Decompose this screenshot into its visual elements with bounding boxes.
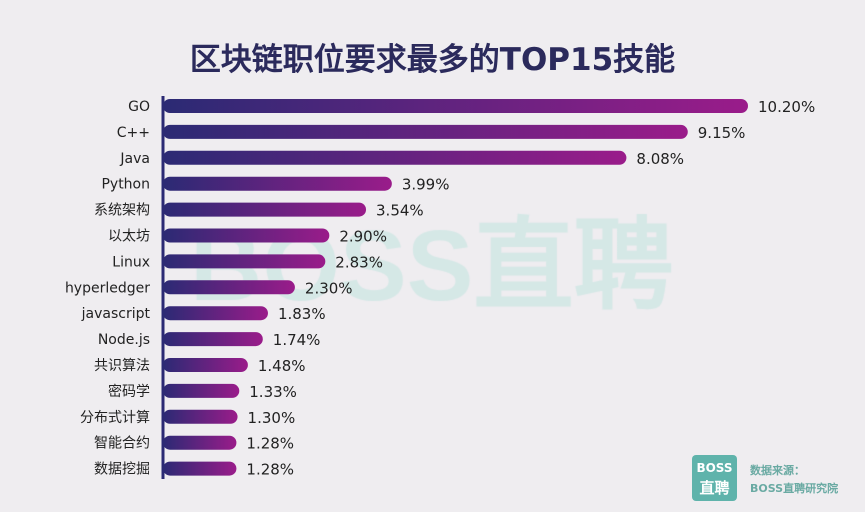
- category-label: 密码学: [108, 383, 150, 400]
- bar: [163, 228, 330, 243]
- bar: [163, 280, 295, 295]
- data-label: 1.30%: [248, 409, 296, 427]
- boss-logo: BOSS 直聘: [692, 455, 737, 501]
- data-label: 2.30%: [305, 279, 353, 297]
- category-label: 分布式计算: [80, 410, 150, 426]
- bar: [163, 202, 367, 217]
- data-label: 2.90%: [339, 228, 387, 246]
- bar: [163, 435, 237, 450]
- data-label: 3.54%: [376, 202, 424, 220]
- category-label: javascript: [81, 306, 151, 322]
- category-label: 以太坊: [108, 229, 150, 245]
- bar: [163, 332, 263, 347]
- category-label: Python: [101, 177, 150, 193]
- data-label: 1.48%: [258, 357, 306, 375]
- bar: [163, 461, 237, 476]
- bar: [163, 124, 688, 139]
- data-label: 1.28%: [246, 435, 294, 453]
- data-label: 1.74%: [273, 331, 321, 349]
- data-label: 2.83%: [335, 253, 383, 271]
- chart-title: 区块链职位要求最多的TOP15技能: [189, 42, 676, 78]
- bar: [163, 358, 248, 372]
- data-label: 1.83%: [278, 305, 326, 323]
- category-label: hyperledger: [65, 280, 150, 296]
- bar: [163, 409, 238, 424]
- category-label: 共识算法: [94, 358, 150, 374]
- data-label: 9.15%: [698, 124, 746, 142]
- data-label: 10.20%: [758, 98, 815, 116]
- data-label: 1.28%: [246, 461, 294, 479]
- data-label: 1.33%: [249, 383, 297, 401]
- category-label: Node.js: [98, 332, 150, 348]
- bar: [163, 99, 748, 113]
- bar: [163, 150, 627, 165]
- category-label: 系统架构: [94, 203, 150, 219]
- category-label: 数据挖掘: [94, 462, 150, 478]
- data-label: 3.99%: [402, 176, 450, 194]
- category-label: C++: [117, 125, 150, 141]
- bar: [163, 254, 326, 269]
- source-note: 数据来源： BOSS直聘研究院: [750, 464, 839, 495]
- bar: [163, 306, 268, 321]
- category-label: Linux: [112, 254, 150, 270]
- data-label: 8.08%: [636, 150, 684, 168]
- category-label: 智能合约: [94, 436, 150, 452]
- bar: [163, 176, 392, 191]
- category-label: GO: [128, 99, 150, 115]
- bar: [163, 383, 240, 398]
- category-label: Java: [119, 151, 150, 167]
